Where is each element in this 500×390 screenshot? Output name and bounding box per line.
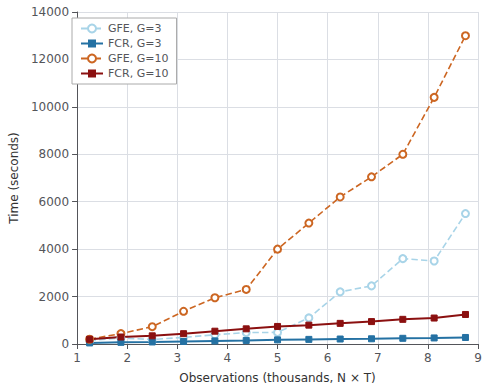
svg-text:2: 2 — [123, 351, 131, 365]
svg-text:0: 0 — [61, 337, 69, 351]
svg-text:14000: 14000 — [31, 5, 69, 19]
svg-text:7: 7 — [374, 351, 382, 365]
svg-text:GFE, G=3: GFE, G=3 — [108, 22, 162, 35]
svg-text:6000: 6000 — [39, 195, 70, 209]
svg-text:5: 5 — [274, 351, 282, 365]
svg-text:8: 8 — [424, 351, 432, 365]
svg-text:FCR, G=3: FCR, G=3 — [108, 37, 161, 50]
svg-text:GFE, G=10: GFE, G=10 — [108, 52, 169, 65]
svg-text:4: 4 — [224, 351, 232, 365]
svg-text:8000: 8000 — [39, 147, 70, 161]
svg-text:9: 9 — [474, 351, 482, 365]
svg-text:12000: 12000 — [31, 52, 69, 66]
svg-text:FCR, G=10: FCR, G=10 — [108, 67, 168, 80]
svg-text:1: 1 — [73, 351, 81, 365]
svg-text:4000: 4000 — [39, 242, 70, 256]
svg-text:3: 3 — [173, 351, 181, 365]
svg-text:Time (seconds): Time (seconds) — [7, 132, 21, 225]
svg-text:6: 6 — [324, 351, 332, 365]
svg-text:Observations (thousands, N × T: Observations (thousands, N × T) — [179, 371, 375, 385]
svg-text:10000: 10000 — [31, 100, 69, 114]
svg-text:2000: 2000 — [39, 290, 70, 304]
